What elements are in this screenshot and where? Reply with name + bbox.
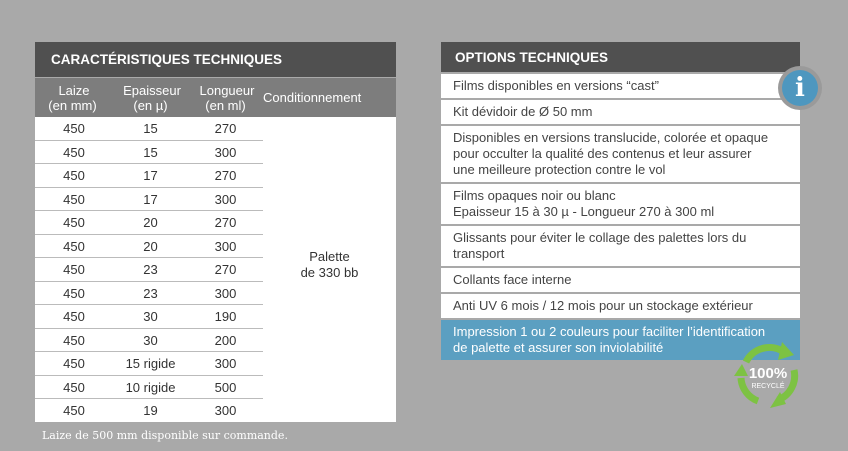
column-header: Conditionnement xyxy=(263,90,396,105)
table-row: 450 17 270 xyxy=(35,164,263,188)
option-line: pour occulter la qualité des contenus et… xyxy=(453,146,752,161)
table-cell: 300 xyxy=(214,403,237,418)
option-line: Disponibles en versions translucide, col… xyxy=(453,130,769,145)
option-line: Films opaques noir ou blanc xyxy=(453,188,616,203)
option-item: Disponibles en versions translucide, col… xyxy=(441,126,800,182)
option-item: Impression 1 ou 2 couleurs pour facilite… xyxy=(441,320,800,360)
column-header-line: Conditionnement xyxy=(263,90,362,105)
table-cell: 500 xyxy=(214,379,237,395)
option-item: Anti UV 6 mois / 12 mois pour un stockag… xyxy=(441,294,800,318)
option-line: Impression 1 ou 2 couleurs pour facilite… xyxy=(453,324,766,339)
option-item: Kit dévidoir de Ø 50 mm xyxy=(441,100,800,124)
table-cell: 450 xyxy=(63,238,85,254)
table-cell: 200 xyxy=(214,332,237,348)
option-line: une meilleure protection contre le vol xyxy=(453,162,666,177)
table-row: 450 19 300 xyxy=(35,399,263,423)
table-cell: 15 xyxy=(143,144,158,160)
table-row: 450 30 200 xyxy=(35,329,263,352)
option-line: Films disponibles en versions “cast” xyxy=(453,78,659,93)
recycle-icon: 100% RECYCLÉ xyxy=(734,342,799,408)
specs-body: 450 15 270 450 15 300 450 17 270 450 17 300 450 20 270… xyxy=(35,117,396,422)
table-row: 450 15 270 xyxy=(35,117,263,141)
badge-percent: 100% xyxy=(749,365,787,382)
table-cell: 17 xyxy=(143,191,158,207)
table-cell: 15 xyxy=(143,121,158,136)
table-row: 450 23 270 xyxy=(35,258,263,282)
table-cell: 450 xyxy=(63,121,85,136)
table-cell: 10 rigide xyxy=(125,379,176,395)
option-line: Glissants pour éviter le collage des pal… xyxy=(453,230,747,261)
table-cell: 270 xyxy=(214,215,237,230)
column-header-line: Epaisseur xyxy=(123,82,181,98)
table-cell: 270 xyxy=(214,168,237,183)
table-row: 450 17 300 xyxy=(35,188,263,211)
table-cell: 30 xyxy=(143,332,158,348)
table-cell: 23 xyxy=(143,285,158,301)
specs-table: CARACTÉRISTIQUES TECHNIQUES Laize (en mm)… xyxy=(35,42,396,422)
table-cell: 450 xyxy=(63,168,85,183)
table-cell: 450 xyxy=(63,379,85,395)
footnote: Laize de 500 mm disponible sur commande. xyxy=(42,429,288,442)
specs-title: CARACTÉRISTIQUES TECHNIQUES xyxy=(35,42,396,77)
table-cell: 15 rigide xyxy=(125,356,176,371)
option-line: Epaisseur 15 à 30 µ - Longueur 270 à 300… xyxy=(453,204,715,219)
table-cell: 20 xyxy=(143,215,158,230)
table-cell: 270 xyxy=(214,121,237,136)
table-row: 450 20 300 xyxy=(35,235,263,258)
column-headers: Laize (en mm) Epaisseur (en µ) Longueur (en m… xyxy=(35,78,396,117)
table-cell: 30 xyxy=(143,309,158,324)
column-header-line: (en mm) xyxy=(48,97,97,113)
cond-line: de 330 bb xyxy=(300,265,359,280)
option-line: Anti UV 6 mois / 12 mois pour un stockag… xyxy=(453,298,753,313)
table-row: 450 15 300 xyxy=(35,141,263,164)
table-cell: 450 xyxy=(63,403,85,418)
options-title: OPTIONS TECHNIQUES xyxy=(441,42,800,72)
badge-label: RECYCLÉ xyxy=(751,381,784,390)
column-header-line: Laize xyxy=(58,82,90,98)
table-cell: 190 xyxy=(214,309,237,324)
table-cell: 23 xyxy=(143,262,158,277)
table-cell: 300 xyxy=(214,285,237,301)
table-cell: 450 xyxy=(63,309,85,324)
table-cell: 450 xyxy=(63,191,85,207)
option-line: Kit dévidoir de Ø 50 mm xyxy=(453,104,593,119)
conditionnement-cell: Palette de 330 bb xyxy=(263,249,396,281)
column-header: Epaisseur (en µ) xyxy=(113,83,188,113)
table-cell: 450 xyxy=(63,215,85,230)
table-cell: 17 xyxy=(143,168,158,183)
option-item: Collants face interne xyxy=(441,268,800,292)
table-row: 450 20 270 xyxy=(35,211,263,235)
table-cell: 300 xyxy=(214,191,237,207)
table-cell: 450 xyxy=(63,356,85,371)
option-item: Glissants pour éviter le collage des pal… xyxy=(441,226,800,266)
column-header-line: Longueur xyxy=(199,82,255,98)
option-item: Films opaques noir ou blanc Epaisseur 15 … xyxy=(441,184,800,224)
table-cell: 270 xyxy=(214,262,237,277)
column-header-line: (en µ) xyxy=(133,97,168,113)
table-row: 450 15 rigide 300 xyxy=(35,352,263,376)
table-row: 450 10 rigide 500 xyxy=(35,376,263,399)
table-row: 450 30 190 xyxy=(35,305,263,329)
table-cell: 300 xyxy=(214,144,237,160)
column-header: Longueur (en ml) xyxy=(188,83,263,113)
table-row: 450 23 300 xyxy=(35,282,263,305)
table-cell: 19 xyxy=(143,403,158,418)
option-line: Collants face interne xyxy=(453,272,572,287)
table-cell: 450 xyxy=(63,262,85,277)
column-header: Laize (en mm) xyxy=(35,83,113,113)
info-icon: i xyxy=(778,66,822,110)
cond-line: Palette xyxy=(309,249,350,264)
table-cell: 450 xyxy=(63,144,85,160)
info-glyph: i xyxy=(782,70,818,106)
options-panel: OPTIONS TECHNIQUES Films disponibles en … xyxy=(441,42,800,362)
option-line: de palette et assurer son inviolabilité xyxy=(453,340,664,355)
table-cell: 450 xyxy=(63,285,85,301)
table-cell: 300 xyxy=(214,238,237,254)
option-item: Films disponibles en versions “cast” xyxy=(441,74,800,98)
table-cell: 300 xyxy=(214,356,237,371)
column-header-line: (en ml) xyxy=(205,97,246,113)
table-cell: 450 xyxy=(63,332,85,348)
table-cell: 20 xyxy=(143,238,158,254)
